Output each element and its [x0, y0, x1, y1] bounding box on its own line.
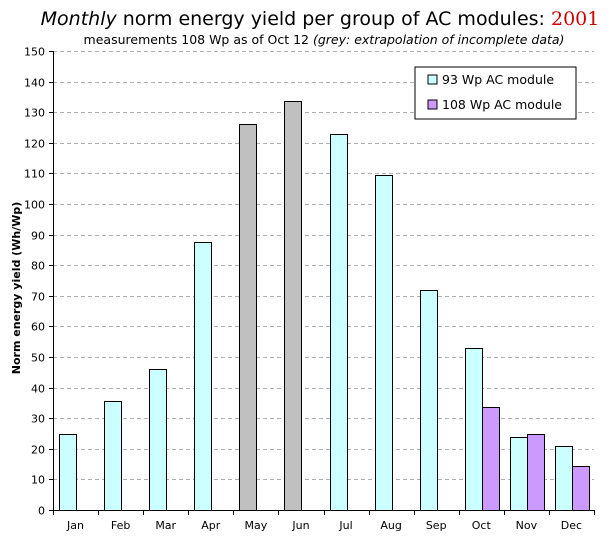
x-tick-label: Jun — [291, 519, 309, 532]
x-tick-label: Jan — [66, 519, 84, 532]
legend-box — [414, 66, 577, 120]
bar-oct-series-1 — [482, 407, 500, 511]
bar-apr-series-0 — [194, 242, 212, 511]
y-tick-label: 70 — [31, 291, 45, 304]
bar-dec-series-0 — [555, 446, 573, 511]
y-tick-label: 140 — [24, 77, 45, 90]
legend-swatch-108wp — [427, 99, 438, 110]
bar-jan-series-0 — [59, 434, 77, 511]
chart-title-prefix: Monthly — [40, 8, 117, 30]
y-tick-label: 10 — [31, 474, 45, 487]
y-tick-label: 90 — [31, 230, 45, 243]
x-tick-label: Sep — [426, 519, 447, 532]
legend: 93 Wp AC module 108 Wp AC module — [414, 66, 577, 120]
bar-aug-series-0 — [375, 175, 393, 511]
legend-label-108wp: 108 Wp AC module — [442, 97, 562, 112]
y-tick-label: 50 — [31, 352, 45, 365]
bar-jul-series-0 — [330, 134, 348, 511]
y-tick-label: 60 — [31, 321, 45, 334]
x-tick-label: Mar — [155, 519, 176, 532]
y-tick-label: 120 — [24, 138, 45, 151]
bar-may-series-0 — [239, 124, 257, 511]
bar-jun-series-0 — [284, 101, 302, 511]
bar-nov-series-1 — [527, 434, 545, 511]
bar-feb-series-0 — [104, 401, 122, 511]
y-tick-label: 30 — [31, 413, 45, 426]
y-tick-label: 20 — [31, 444, 45, 457]
x-tick-label: Feb — [111, 519, 130, 532]
axes — [49, 51, 595, 515]
y-tick-label: 40 — [31, 383, 45, 396]
chart-subtitle-main: measurements 108 Wp as of Oct 12 — [83, 32, 313, 47]
x-tick-label: Nov — [516, 519, 538, 532]
x-tick-label: May — [245, 519, 268, 532]
bar-dec-series-1 — [572, 466, 590, 511]
y-tick-label: 150 — [24, 46, 45, 59]
x-tick-label: Dec — [561, 519, 582, 532]
y-axis-label: Norm energy yield (Wh/Wp) — [10, 202, 23, 374]
y-tick-label: 110 — [24, 168, 45, 181]
bar-oct-series-0 — [465, 348, 483, 511]
legend-swatch-93wp — [427, 74, 438, 85]
y-tick-label: 0 — [38, 505, 45, 518]
y-tick-label: 100 — [24, 199, 45, 212]
x-tick-label: Apr — [201, 519, 221, 532]
x-tick-label: Oct — [472, 519, 492, 532]
bar-mar-series-0 — [149, 369, 167, 511]
x-tick-label: Aug — [380, 519, 401, 532]
bar-sep-series-0 — [420, 290, 438, 511]
x-tick-label: Jul — [338, 519, 352, 532]
bars — [59, 101, 590, 511]
chart-title-main: norm energy yield per group of AC module… — [116, 8, 551, 30]
y-tick-label: 80 — [31, 260, 45, 273]
chart-title: Monthly norm energy yield per group of A… — [0, 8, 610, 30]
chart-title-year: 2001 — [550, 8, 600, 30]
chart-subtitle: measurements 108 Wp as of Oct 12 (grey: … — [0, 32, 610, 47]
tick-labels: 0 10 20 30 40 50 60 70 80 90 100 110 120 130 140 150 Jan… — [24, 46, 582, 533]
bar-nov-series-0 — [510, 437, 528, 511]
chart-subtitle-note: (grey: extrapolation of incomplete data) — [312, 32, 565, 47]
legend-label-93wp: 93 Wp AC module — [442, 72, 554, 87]
y-tick-label: 130 — [24, 107, 45, 120]
